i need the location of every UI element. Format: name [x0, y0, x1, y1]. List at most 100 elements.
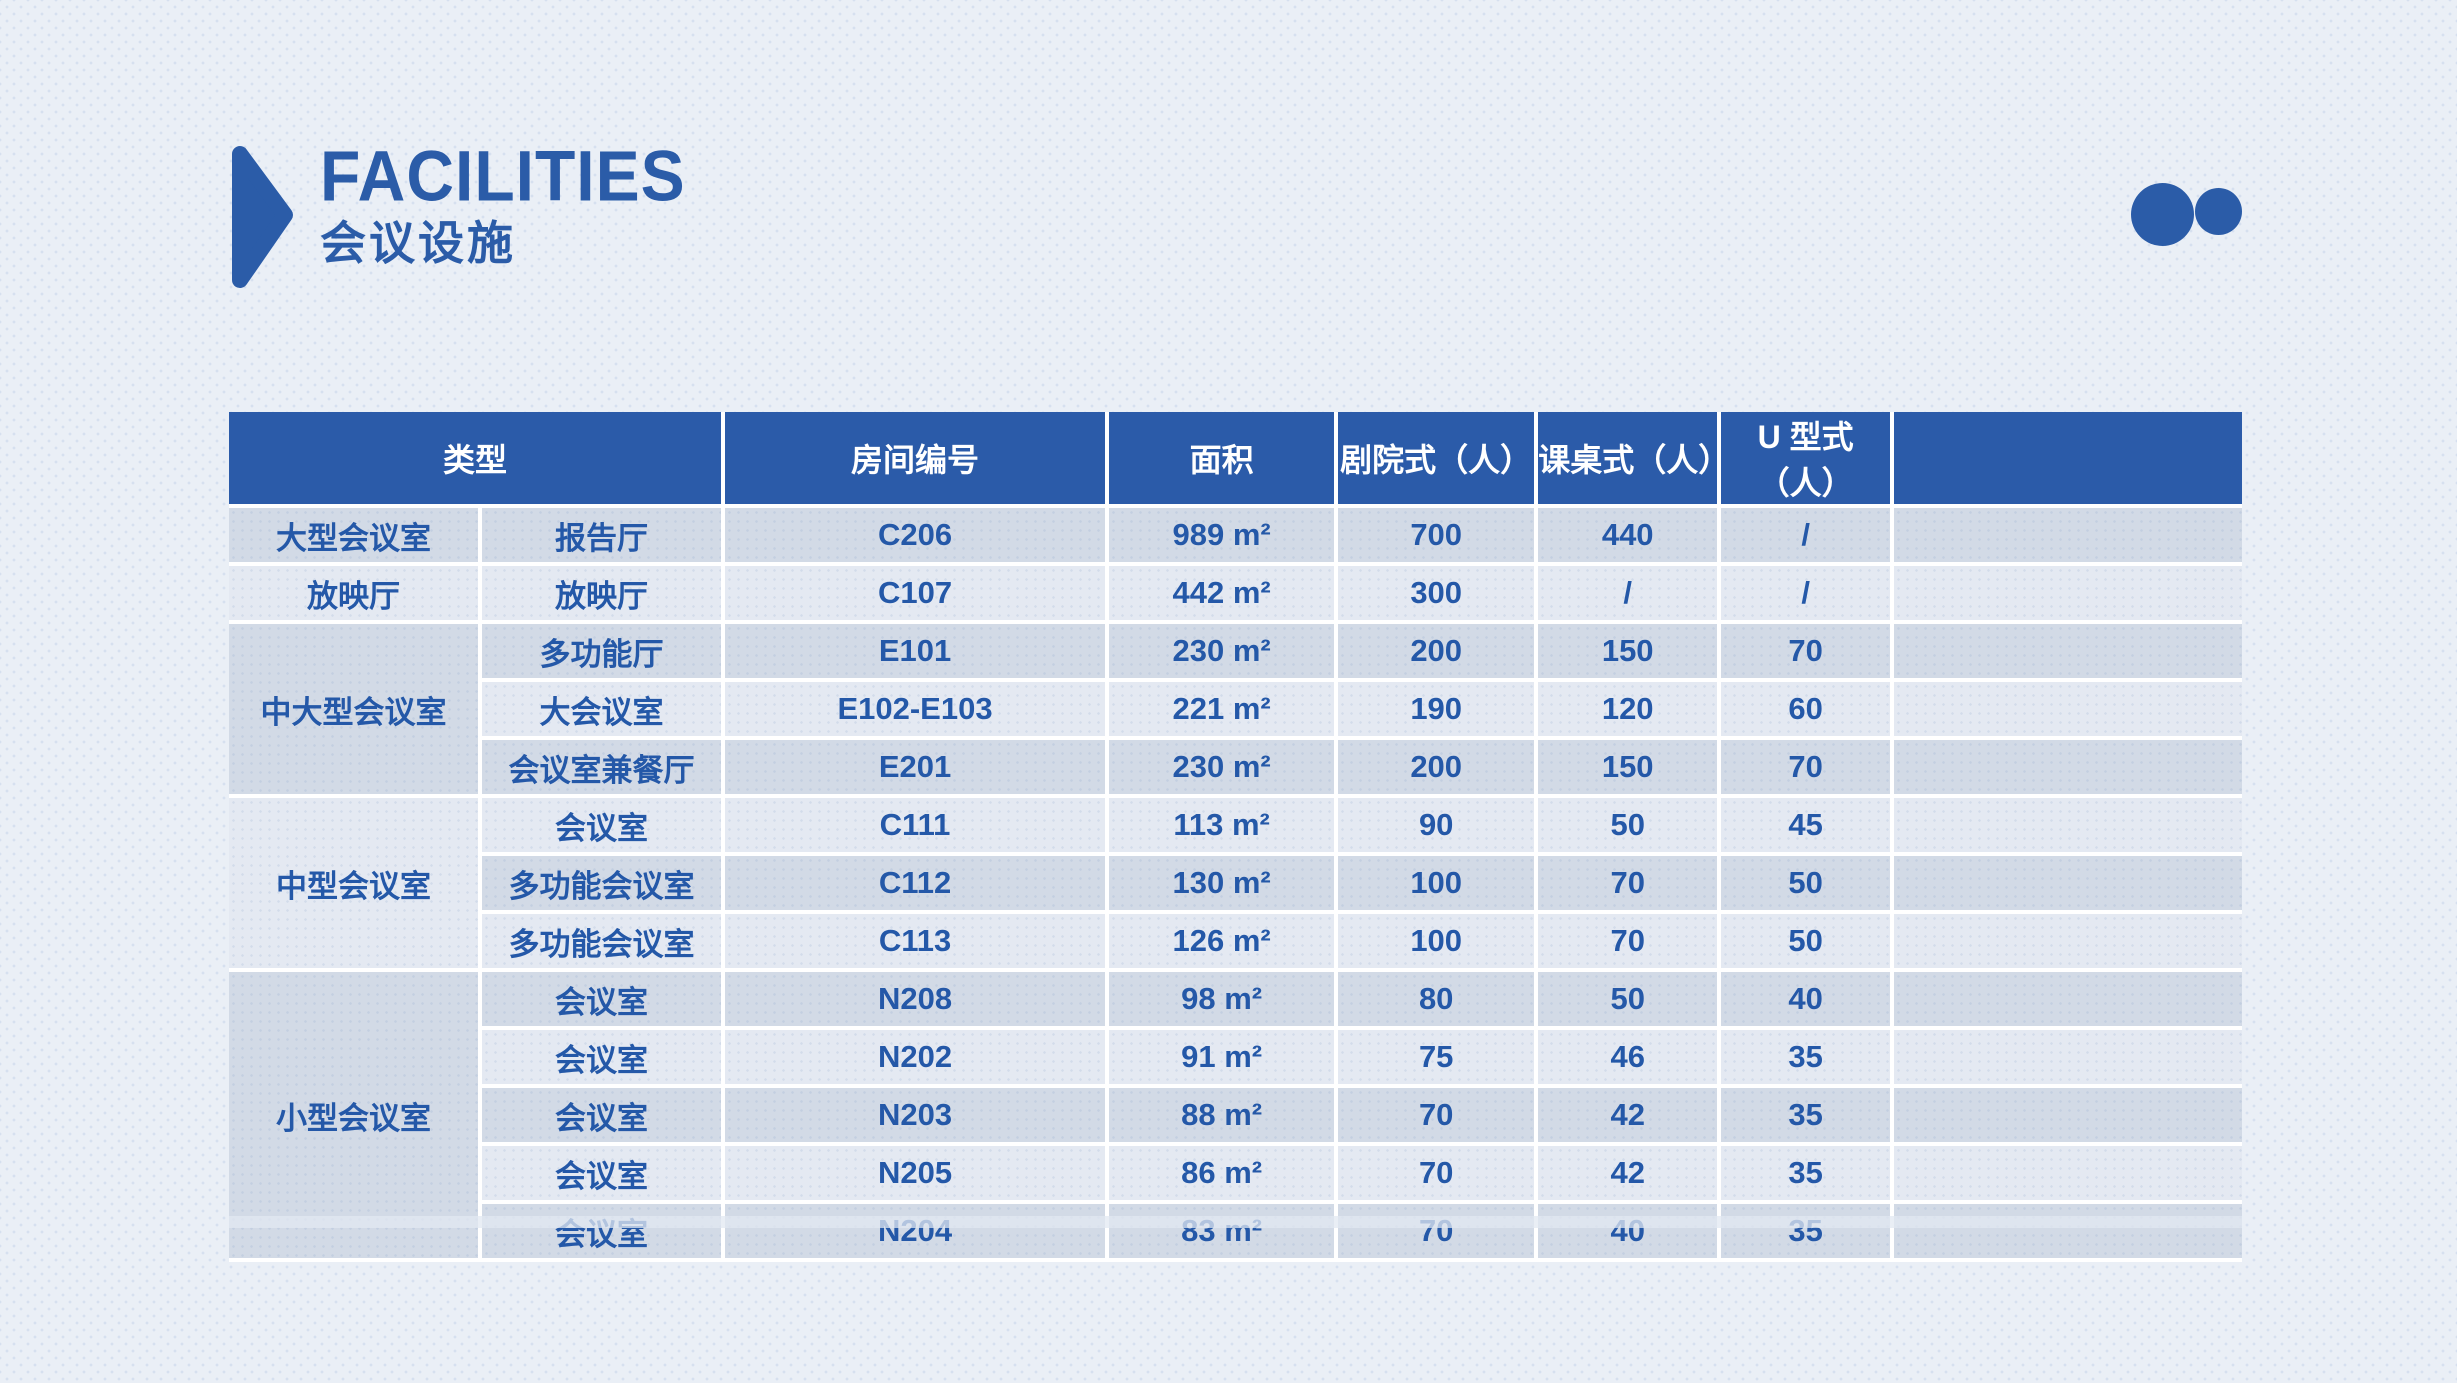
- cell-classroom: 50: [1536, 796, 1722, 856]
- cell-name: 会议室兼餐厅: [480, 738, 725, 798]
- cell-area: 989 m²: [1107, 506, 1339, 566]
- cell-room: C206: [722, 506, 1110, 566]
- cell-room: N205: [722, 1144, 1110, 1204]
- cell-classroom: /: [1536, 564, 1722, 624]
- cell-classroom: 150: [1536, 622, 1722, 682]
- cell-room: N203: [722, 1086, 1110, 1146]
- cell-name: 多功能会议室: [480, 912, 725, 972]
- cell-theater: 200: [1336, 738, 1539, 798]
- cell-theater: 190: [1336, 680, 1539, 740]
- col-header-spacer: [1892, 412, 2242, 508]
- cell-theater: 70: [1336, 1144, 1539, 1204]
- header-row: 类型 房间编号 面积 剧院式（人） 课桌式（人） U 型式（人）: [229, 412, 2242, 508]
- cell-area: 86 m²: [1107, 1144, 1339, 1204]
- cell-theater: 700: [1336, 506, 1539, 566]
- cell-name: 多功能会议室: [480, 854, 725, 914]
- group-type-cell: 中型会议室: [229, 796, 483, 972]
- cell-area: 126 m²: [1107, 912, 1339, 972]
- cell-ushape: /: [1719, 506, 1895, 566]
- spacer-cell: [1892, 680, 2242, 740]
- table-row: 大型会议室 报告厅 C206 989 m² 700 440/: [229, 506, 2242, 566]
- spacer-cell: [1892, 738, 2242, 798]
- spacer-cell: [1892, 506, 2242, 566]
- table-row: 会议室 N204 83 m² 70 40 35: [229, 1202, 2242, 1262]
- cell-classroom: 70: [1536, 854, 1722, 914]
- page-subtitle: 会议设施: [320, 217, 516, 269]
- cell-theater: 300: [1336, 564, 1539, 624]
- cell-area: 88 m²: [1107, 1086, 1339, 1146]
- cell-ushape: 35: [1719, 1086, 1895, 1146]
- table-row: 会议室兼餐厅 E201 230 m² 200 150 70: [229, 738, 2242, 798]
- table-body: 大型会议室 报告厅 C206 989 m² 700 440/放映厅 放映厅 C107 442 m…: [229, 506, 2242, 1262]
- cell-area: 83 m²: [1107, 1202, 1339, 1262]
- table-row: 大会议室 E102-E103 221 m² 190 120 60: [229, 680, 2242, 740]
- cell-area: 98 m²: [1107, 970, 1339, 1030]
- cell-theater: 90: [1336, 796, 1539, 856]
- cell-area: 221 m²: [1107, 680, 1339, 740]
- col-header: 课桌式（人）: [1536, 412, 1730, 508]
- table-row: 多功能会议室 C113 126 m² 100 70 50: [229, 912, 2242, 972]
- table-bottom-strip: [229, 1216, 2242, 1228]
- table-row: 放映厅 放映厅 C107 442 m² 300//: [229, 564, 2242, 624]
- cell-room: C112: [722, 854, 1110, 914]
- cell-name: 会议室: [480, 796, 725, 856]
- spacer-cell: [1892, 1144, 2242, 1204]
- cell-name: 大会议室: [480, 680, 725, 740]
- cell-ushape: 35: [1719, 1202, 1895, 1262]
- facilities-table-wrap: 类型 房间编号 面积 剧院式（人） 课桌式（人） U 型式（人） 大型会议室 报告厅 C206…: [229, 412, 2242, 1262]
- cell-name: 会议室: [480, 970, 725, 1030]
- cell-ushape: 35: [1719, 1028, 1895, 1088]
- cell-name: 多功能厅: [480, 622, 725, 682]
- cell-theater: 70: [1336, 1086, 1539, 1146]
- cell-ushape: 50: [1719, 854, 1895, 914]
- cell-classroom: 150: [1536, 738, 1722, 798]
- cell-ushape: 70: [1719, 622, 1895, 682]
- spacer-cell: [1892, 564, 2242, 624]
- cell-area: 113 m²: [1107, 796, 1339, 856]
- cell-classroom: 440: [1536, 506, 1722, 566]
- cell-name: 会议室: [480, 1144, 725, 1204]
- cell-classroom: 120: [1536, 680, 1722, 740]
- decor-dot-large-icon: [2131, 183, 2194, 246]
- table-row: 中大型会议室 多功能厅 E101 230 m² 200 150 70: [229, 622, 2242, 798]
- cell-room: N202: [722, 1028, 1110, 1088]
- cell-room: E201: [722, 738, 1110, 798]
- page-title: FACILITIES: [320, 135, 686, 216]
- col-header: 面积: [1107, 412, 1339, 508]
- cell-classroom: 42: [1536, 1144, 1722, 1204]
- decor-dot-small-icon: [2195, 188, 2242, 235]
- table-row: 多功能会议室 C112 130 m² 100 70 50: [229, 854, 2242, 914]
- spacer-cell: [1892, 854, 2242, 914]
- spacer-cell: [1892, 1202, 2242, 1262]
- cell-ushape: 70: [1719, 738, 1895, 798]
- cell-room: E102-E103: [722, 680, 1110, 740]
- titles: FACILITIES 会议设施: [320, 138, 686, 266]
- cell-name: 会议室: [480, 1202, 725, 1262]
- cell-area: 230 m²: [1107, 622, 1339, 682]
- spacer-cell: [1892, 970, 2242, 1030]
- cell-theater: 200: [1336, 622, 1539, 682]
- cell-theater: 75: [1336, 1028, 1539, 1088]
- table-row: 会议室 N202 91 m² 75 46 35: [229, 1028, 2242, 1088]
- cell-name: 放映厅: [480, 564, 725, 624]
- facilities-table: 类型 房间编号 面积 剧院式（人） 课桌式（人） U 型式（人） 大型会议室 报告厅 C206…: [229, 412, 2242, 1262]
- col-header: U 型式（人）: [1719, 412, 1895, 508]
- col-header: 剧院式（人）: [1336, 412, 1539, 508]
- cell-theater: 100: [1336, 912, 1539, 972]
- cell-classroom: 50: [1536, 970, 1722, 1030]
- spacer-cell: [1892, 912, 2242, 972]
- arrow-right-icon: [232, 146, 293, 288]
- cell-ushape: 40: [1719, 970, 1895, 1030]
- cell-theater: 80: [1336, 970, 1539, 1030]
- col-header: 房间编号: [722, 412, 1110, 508]
- group-type-cell: 大型会议室: [229, 506, 483, 566]
- cell-room: N208: [722, 970, 1110, 1030]
- table-head: 类型 房间编号 面积 剧院式（人） 课桌式（人） U 型式（人）: [229, 412, 2242, 508]
- group-type-cell: 放映厅: [229, 564, 483, 624]
- title-block: FACILITIES 会议设施: [228, 138, 686, 296]
- table-row: 会议室 N203 88 m² 70 42 35: [229, 1086, 2242, 1146]
- cell-theater: 100: [1336, 854, 1539, 914]
- group-type-cell: 小型会议室: [229, 970, 483, 1262]
- cell-theater: 70: [1336, 1202, 1539, 1262]
